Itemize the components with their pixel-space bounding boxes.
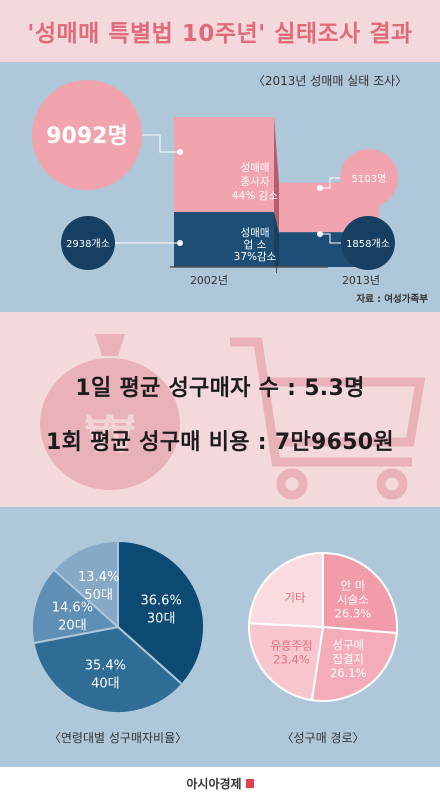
- comparison-section: 〈2013년 성매매 실태 조사〉 자료 : 여성가족부 2002년 2013년 성…: [0, 62, 440, 312]
- won-sign-icon: ₩: [84, 405, 135, 465]
- leader-dot: [317, 231, 323, 237]
- stat-cost-per-visit: 1회 평균 성구매 비용 : 7만9650원: [46, 430, 394, 455]
- pie2-label-1-0: 성구매: [332, 638, 364, 652]
- pie2-label-0-1: 시술소: [337, 592, 369, 606]
- pie2-label-2-1: 23.4%: [273, 653, 310, 667]
- leader-dot: [177, 149, 183, 155]
- pie2-title: 〈성구매 경로〉: [281, 731, 364, 745]
- business-decrease-annotation-1: 업 소: [244, 238, 267, 251]
- leader-dot: [177, 240, 183, 246]
- pie2-label-0-0: 안 마: [341, 578, 366, 592]
- pie1-label-2: 20대: [58, 618, 87, 633]
- pie2-slice-1: [310, 625, 398, 702]
- pie1-percent-2: 14.6%: [52, 600, 93, 615]
- brand-logo-icon: [245, 779, 254, 788]
- pie2-slice-2: [248, 622, 325, 702]
- pie2-label-3-0: 기타: [284, 591, 306, 605]
- worker-decrease-band: [274, 117, 279, 233]
- survey-label: 〈2013년 성매매 실태 조사〉: [253, 74, 407, 88]
- worker-decrease-annotation-0: 성매매: [241, 162, 270, 174]
- pie1-slice-3: [52, 539, 119, 630]
- comparison-chart: 〈2013년 성매매 실태 조사〉 자료 : 여성가족부 2002년 2013년 성…: [32, 74, 428, 305]
- business-2013-value: 1858개소: [346, 238, 390, 250]
- leader-line-worker-2002: [142, 134, 180, 153]
- pie1-percent-3: 13.4%: [78, 570, 119, 585]
- worker-decrease-annotation-2: 44% 감소: [232, 190, 278, 202]
- worker-2002-value: 9092명: [46, 124, 127, 149]
- pie1-slice-2: [31, 568, 121, 645]
- cart-icon: [230, 337, 426, 500]
- business-decrease-annotation-0: 성매매: [241, 227, 270, 239]
- business-2002-value: 2938개소: [66, 238, 110, 250]
- leader-line-worker-2013: [320, 177, 340, 189]
- footer: 아시아경제: [0, 767, 440, 800]
- worker-decrease-annotation-1: 종사자: [241, 176, 270, 188]
- leader-line-business-2013: [320, 233, 341, 244]
- worker-2013-value: 5103명: [352, 173, 387, 185]
- category-label-2013: 2013년: [342, 274, 380, 287]
- pie1-label-3: 50대: [84, 588, 113, 603]
- business-bar-0: [174, 212, 274, 267]
- leader-dot: [317, 185, 323, 191]
- category-label-2002: 2002년: [190, 274, 228, 287]
- stat-buyers-per-day: 1일 평균 성구매자 수 : 5.3명: [75, 376, 365, 401]
- pie1-slice-1: [32, 625, 184, 714]
- business-2002-circle: [61, 216, 115, 270]
- pie1-percent-0: 36.6%: [141, 594, 182, 609]
- business-2013-circle: [341, 216, 395, 270]
- business-decrease-annotation-2: 37%감소: [234, 251, 277, 263]
- pie2-label-1-1: 집결지: [332, 652, 364, 666]
- pie1-label-1: 40대: [91, 677, 120, 692]
- pie1-slice-0: [117, 539, 205, 686]
- pie2-label-2-0: 유흥주점: [270, 639, 312, 653]
- worker-2013-circle: [340, 149, 398, 207]
- pie-section: 36.6% 30대 35.4% 40대 14.6% 20대 13.4% 50대 〈연령대별 성구…: [0, 507, 440, 767]
- source-label: 자료 : 여성가족부: [356, 293, 428, 305]
- footer-brand: 아시아경제: [186, 777, 242, 791]
- background-illustration: ₩: [40, 334, 426, 500]
- pie2-label-0-2: 26.3%: [335, 606, 372, 620]
- money-bag-icon: [40, 334, 180, 490]
- worker-bar-0: [174, 117, 274, 212]
- worker-2002-circle: [32, 80, 142, 190]
- pie2-slice-3: [248, 551, 324, 629]
- pie1-label-0: 30대: [147, 612, 176, 627]
- page-title: '성매매 특별법 10주년' 실태조사 결과: [0, 0, 440, 62]
- pie1-title: 〈연령대별 성구매자비율〉: [49, 731, 187, 745]
- stats-section: ₩ 1일 평균 성구매자 수 : 5.3명 1회 평균 성구매 비용 : 7만9…: [0, 312, 440, 507]
- pie2-slice-0: [322, 551, 398, 635]
- pie1-percent-1: 35.4%: [85, 659, 126, 674]
- business-decrease-band: [274, 212, 279, 267]
- pie-charts: 36.6% 30대 35.4% 40대 14.6% 20대 13.4% 50대 〈연령대별 성구…: [31, 539, 398, 745]
- pie2-label-1-2: 26.1%: [330, 666, 367, 680]
